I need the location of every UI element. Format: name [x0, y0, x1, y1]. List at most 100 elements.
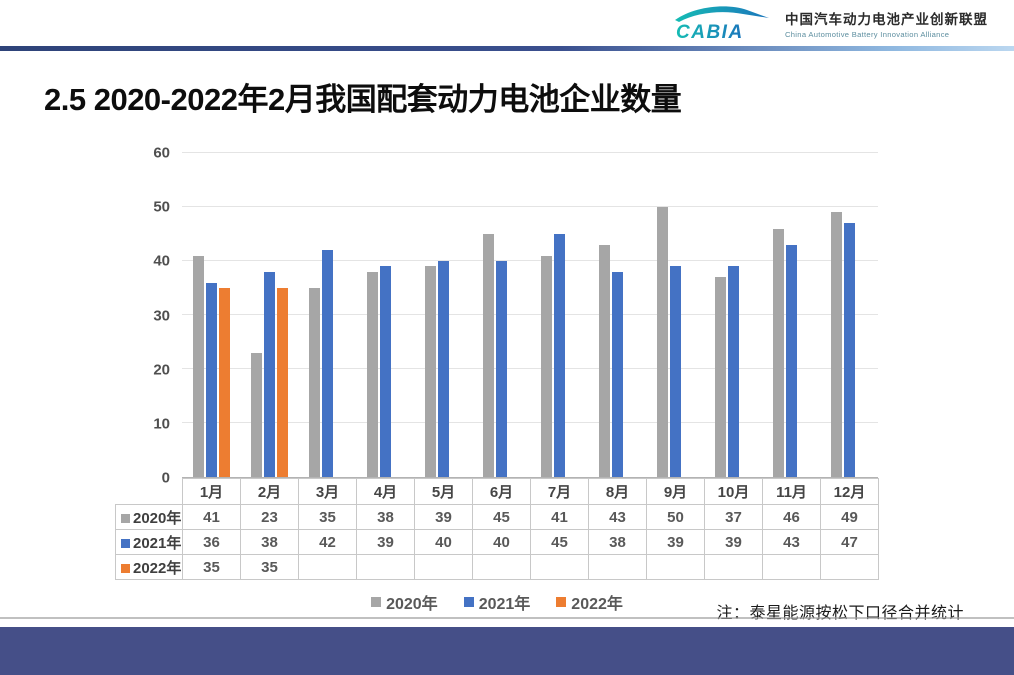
bar-slot-2020年-12月: [830, 153, 842, 477]
bar-slot-2022年-11月: [799, 153, 810, 477]
chart-data-table: 1月 2月 3月 4月 5月 6月 7月 8月 9月 10月 11月 12月 2020年 41 23 35 38…: [115, 478, 879, 580]
cell-2022年-7月: [530, 554, 589, 580]
legend-key-icon-2021年: [121, 538, 130, 548]
legend-swatch-icon-2022年: [556, 597, 567, 607]
cell-2021年-9月: 39: [646, 529, 705, 555]
cell-2020年-2月: 23: [240, 504, 299, 530]
cell-2020年-7月: 41: [530, 504, 589, 530]
legend-label-2022年: 2022年: [571, 596, 623, 613]
bar-2021年-8月: [611, 271, 623, 477]
bar-2021年-10月: [727, 266, 739, 477]
bar-group-11月: [762, 153, 820, 477]
bar-2022年-2月: [276, 288, 288, 477]
bar-slot-2022年-5月: [451, 153, 462, 477]
y-axis-tick-10: 10: [153, 415, 170, 433]
month-header-1月: 1月: [182, 478, 241, 505]
cell-2022年-11月: [762, 554, 821, 580]
bar-slot-2022年-9月: [683, 153, 694, 477]
bar-2020年-5月: [424, 266, 436, 477]
footnote: 注：泰星能源按松下口径合并统计: [716, 605, 964, 622]
bar-slot-2021年-2月: [263, 153, 275, 477]
cell-2021年-4月: 39: [356, 529, 415, 555]
cell-2021年-7月: 45: [530, 529, 589, 555]
month-header-2月: 2月: [240, 478, 299, 505]
bar-slot-2020年-5月: [424, 153, 436, 477]
bar-2022年-1月: [218, 288, 230, 477]
month-header-7月: 7月: [530, 478, 589, 505]
cell-2020年-10月: 37: [704, 504, 763, 530]
bar-2020年-2月: [250, 352, 262, 477]
cell-2020年-11月: 46: [762, 504, 821, 530]
cell-2020年-1月: 41: [182, 504, 241, 530]
bar-group-6月: [472, 153, 530, 477]
cell-2020年-3月: 35: [298, 504, 357, 530]
cell-2021年-11月: 43: [762, 529, 821, 555]
bar-slot-2021年-1月: [205, 153, 217, 477]
bar-slot-2021年-4月: [379, 153, 391, 477]
cell-2020年-12月: 49: [820, 504, 879, 530]
cell-2021年-3月: 42: [298, 529, 357, 555]
bar-slot-2021年-3月: [321, 153, 333, 477]
bar-slot-2020年-1月: [192, 153, 204, 477]
table-header-row: 1月 2月 3月 4月 5月 6月 7月 8月 9月 10月 11月 12月: [115, 478, 879, 505]
month-header-3月: 3月: [298, 478, 357, 505]
cell-2022年-10月: [704, 554, 763, 580]
bar-group-1月: [182, 153, 240, 477]
cell-2022年-2月: 35: [240, 554, 299, 580]
legend-label-2020年: 2020年: [386, 596, 438, 613]
series-label-2021年: 2021年: [115, 529, 183, 555]
series-name-2022年: 2022年: [133, 559, 182, 577]
bar-group-7月: [530, 153, 588, 477]
cell-2021年-12月: 47: [820, 529, 879, 555]
bar-slot-2020年-11月: [772, 153, 784, 477]
cell-2020年-8月: 43: [588, 504, 647, 530]
gridline-50: [182, 206, 878, 207]
cell-2021年-6月: 40: [472, 529, 531, 555]
cell-2021年-8月: 38: [588, 529, 647, 555]
y-axis-tick-20: 20: [153, 361, 170, 379]
page-title: 2.5 2020-2022年2月我国配套动力电池企业数量: [44, 82, 682, 117]
bar-slot-2020年-10月: [714, 153, 726, 477]
y-axis-tick-30: 30: [153, 307, 170, 324]
bar-2021年-1月: [205, 282, 217, 477]
bar-2020年-8月: [598, 244, 610, 477]
legend-item-2021年: 2021年: [463, 590, 531, 614]
bar-2021年-3月: [321, 250, 333, 477]
bar-slot-2022年-2月: [276, 153, 288, 477]
bar-2020年-7月: [540, 255, 552, 477]
gridline-60: [182, 152, 878, 153]
cell-2020年-6月: 45: [472, 504, 531, 530]
y-axis-tick-50: 50: [153, 198, 170, 216]
y-axis-tick-60: 60: [153, 144, 170, 162]
bar-slot-2022年-3月: [335, 153, 346, 477]
bar-2020年-6月: [482, 234, 494, 477]
bar-2020年-11月: [772, 228, 784, 477]
bar-2021年-5月: [437, 261, 449, 477]
cell-2020年-4月: 38: [356, 504, 415, 530]
org-name-chinese: 中国汽车动力电池产业创新联盟: [785, 11, 988, 27]
bar-slot-2020年-3月: [308, 153, 320, 477]
legend-label-2021年: 2021年: [478, 596, 531, 613]
gridline-10: [182, 422, 878, 423]
cell-2021年-10月: 39: [704, 529, 763, 555]
bar-2021年-6月: [495, 261, 507, 477]
bar-2021年-9月: [669, 266, 681, 477]
month-header-10月: 10月: [704, 478, 763, 505]
bar-slot-2020年-4月: [366, 153, 378, 477]
bar-slot-2021年-12月: [843, 153, 855, 477]
cell-2022年-8月: [588, 554, 647, 580]
bar-group-3月: [298, 153, 356, 477]
chart-legend: 2020年 2021年 2022年: [115, 590, 879, 614]
bar-2021年-11月: [785, 244, 797, 477]
bar-2020年-10月: [714, 277, 726, 477]
logo-swoosh-icon: [675, 6, 769, 22]
legend-item-2020年: 2020年: [371, 590, 438, 614]
bar-slot-2022年-1月: [218, 153, 230, 477]
bar-slot-2022年-4月: [393, 153, 404, 477]
gridline-30: [182, 314, 878, 315]
bar-slot-2022年-7月: [567, 153, 578, 477]
bar-slot-2021年-8月: [611, 153, 623, 477]
bar-2020年-12月: [830, 212, 842, 477]
footer-band: [0, 627, 1014, 675]
y-axis-tick-0: 0: [161, 469, 170, 487]
